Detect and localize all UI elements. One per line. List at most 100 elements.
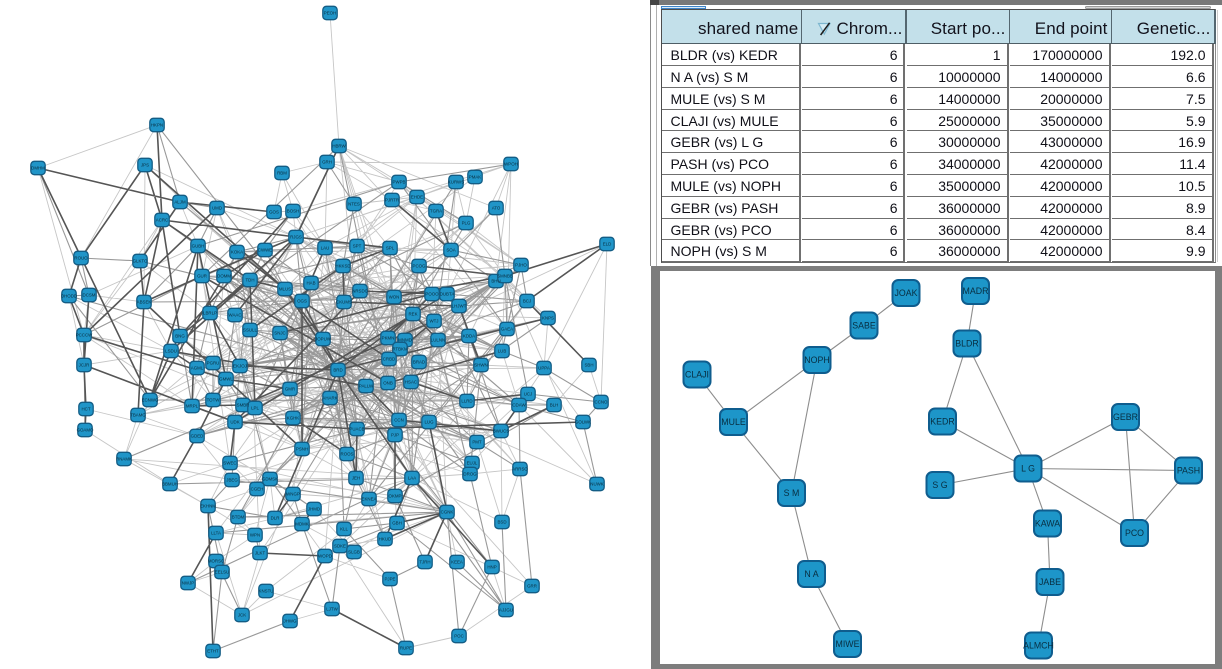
svg-text:CKUMS: CKUMS xyxy=(336,300,352,305)
svg-text:GOLWK: GOLWK xyxy=(575,420,591,425)
svg-text:ABSEK: ABSEK xyxy=(137,300,152,305)
svg-text:PEOH: PEOH xyxy=(324,11,336,16)
svg-text:JABE: JABE xyxy=(1039,577,1061,587)
svg-text:ATO: ATO xyxy=(492,206,501,211)
svg-text:ARRSO: ARRSO xyxy=(512,467,528,472)
svg-text:KEEA: KEEA xyxy=(451,560,463,565)
svg-text:PSNH: PSNH xyxy=(296,447,308,452)
svg-text:NRSDC: NRSDC xyxy=(352,289,368,294)
svg-text:SPL: SPL xyxy=(386,246,395,251)
svg-text:GRH: GRH xyxy=(322,160,332,165)
svg-text:DHODD: DHODD xyxy=(61,294,77,299)
svg-text:JPS: JPS xyxy=(141,163,149,168)
svg-text:LJTW: LJTW xyxy=(326,607,338,612)
svg-text:NTES: NTES xyxy=(348,202,360,207)
svg-text:UDK: UDK xyxy=(230,420,239,425)
svg-text:DLR: DLR xyxy=(271,516,280,521)
svg-text:BRAD: BRAD xyxy=(413,360,425,365)
svg-text:LAA: LAA xyxy=(408,476,416,481)
svg-text:EELSU: EELSU xyxy=(215,570,229,575)
svg-text:PCOG: PCOG xyxy=(413,264,427,269)
svg-text:PJRTR: PJRTR xyxy=(385,198,399,203)
svg-text:HKKSD: HKKSD xyxy=(335,264,350,269)
svg-text:GOAMO: GOAMO xyxy=(77,428,94,433)
svg-text:BNG: BNG xyxy=(175,334,185,339)
svg-text:GMR: GMR xyxy=(285,387,295,392)
svg-text:BBMUH: BBMUH xyxy=(162,482,178,487)
svg-text:TGRA: TGRA xyxy=(430,209,442,214)
svg-text:SLGB: SLGB xyxy=(348,550,360,555)
svg-text:JLKT: JLKT xyxy=(255,551,266,556)
svg-text:CCNO: CCNO xyxy=(595,400,609,405)
svg-text:POOO: POOO xyxy=(425,292,439,297)
svg-text:WAAC: WAAC xyxy=(228,313,241,318)
svg-text:LUB: LUB xyxy=(498,349,507,354)
svg-text:JCK: JCK xyxy=(238,613,246,618)
svg-text:SHWN: SHWN xyxy=(474,363,487,368)
svg-text:HAB: HAB xyxy=(306,281,315,286)
svg-text:KOKA: KOKA xyxy=(231,250,243,255)
svg-text:WNGP: WNGP xyxy=(286,492,300,497)
svg-text:BRD: BRD xyxy=(333,368,342,373)
svg-text:MRPL: MRPL xyxy=(186,404,199,409)
svg-text:SMNBB: SMNBB xyxy=(497,274,513,279)
svg-text:SWEC: SWEC xyxy=(223,461,236,466)
svg-text:PCO: PCO xyxy=(1125,528,1144,538)
svg-text:MLUS: MLUS xyxy=(279,287,291,292)
svg-text:KURWS: KURWS xyxy=(448,180,464,185)
svg-text:ACRC: ACRC xyxy=(156,218,168,223)
svg-text:S G: S G xyxy=(932,480,947,490)
svg-text:N A: N A xyxy=(804,569,818,579)
svg-text:HKPN: HKPN xyxy=(151,123,163,128)
svg-text:KEDR: KEDR xyxy=(930,417,954,427)
svg-text:PGRU: PGRU xyxy=(207,361,220,366)
svg-text:LPL: LPL xyxy=(251,406,259,411)
svg-text:GUBH: GUBH xyxy=(192,244,205,249)
svg-text:OOMM: OOMM xyxy=(217,274,231,279)
svg-text:WTJ: WTJ xyxy=(429,319,438,324)
svg-text:ETHT: ETHT xyxy=(207,649,219,654)
svg-text:KNSTU: KNSTU xyxy=(259,589,274,594)
svg-text:GRR: GRR xyxy=(527,584,537,589)
svg-text:JEH: JEH xyxy=(352,476,360,481)
svg-text:ONB: ONB xyxy=(383,381,393,386)
svg-text:GDMSK: GDMSK xyxy=(262,477,278,482)
svg-text:POC: POC xyxy=(454,634,464,639)
svg-text:BHU: BHU xyxy=(491,279,500,284)
svg-text:HSAC: HSAC xyxy=(405,380,417,385)
svg-text:RBM: RBM xyxy=(277,171,287,176)
svg-text:GBH: GBH xyxy=(392,521,402,526)
svg-text:TDH: TDH xyxy=(245,278,254,283)
svg-text:MADR: MADR xyxy=(963,286,989,296)
svg-text:JCJR: JCJR xyxy=(79,363,90,368)
svg-text:TJRH: TJRH xyxy=(419,560,430,565)
svg-text:WPOH: WPOH xyxy=(504,162,518,167)
svg-text:WOPD: WOPD xyxy=(318,554,332,559)
svg-text:OGS: OGS xyxy=(297,299,307,304)
svg-text:REK: REK xyxy=(408,312,417,317)
svg-text:EKJOJ: EKJOJ xyxy=(233,364,247,369)
svg-text:AHARK: AHARK xyxy=(322,396,337,401)
svg-text:GAEA: GAEA xyxy=(501,327,513,332)
svg-text:PKMN: PKMN xyxy=(382,336,395,341)
svg-text:UCJ: UCJ xyxy=(524,392,533,397)
svg-text:KGHK: KGHK xyxy=(287,416,300,421)
svg-text:CWWE: CWWE xyxy=(258,248,272,253)
svg-text:LUG: LUG xyxy=(424,420,434,425)
svg-text:DROG: DROG xyxy=(463,472,477,477)
svg-text:LAU: LAU xyxy=(321,246,330,251)
svg-text:NUWK: NUWK xyxy=(590,482,603,487)
svg-text:HNP: HNP xyxy=(487,565,496,570)
svg-text:SBH: SBH xyxy=(584,363,593,368)
svg-text:SOA: SOA xyxy=(446,248,455,253)
svg-text:SPT: SPT xyxy=(353,244,362,249)
svg-text:PALLW: PALLW xyxy=(359,384,374,389)
svg-text:KNPS: KNPS xyxy=(542,316,554,321)
svg-text:EKHNM: EKHNM xyxy=(200,504,216,509)
svg-text:UPPA: UPPA xyxy=(538,366,550,371)
svg-text:OKMP: OKMP xyxy=(389,494,402,499)
svg-text:JOAK: JOAK xyxy=(895,288,918,298)
svg-text:GEBR: GEBR xyxy=(1113,412,1138,422)
svg-text:NOPH: NOPH xyxy=(804,355,829,365)
svg-text:PUACB: PUACB xyxy=(349,427,364,432)
